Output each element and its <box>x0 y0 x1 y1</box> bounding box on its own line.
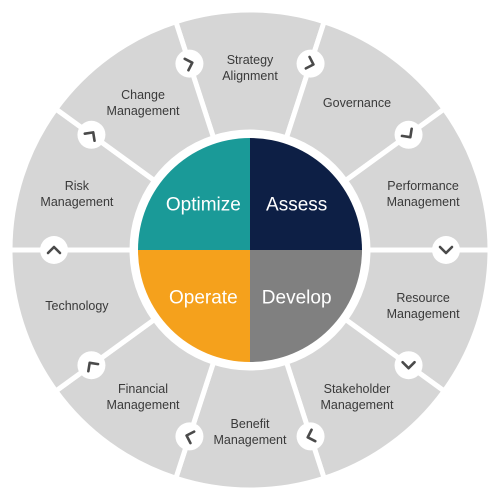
outer-ring <box>7 7 493 493</box>
ring-label-technology: Technology <box>45 299 109 313</box>
chevron-right-icon <box>296 49 325 78</box>
chevron-down-icon <box>394 351 423 380</box>
ring-label-line: Management <box>107 398 180 412</box>
ring-label-line: Alignment <box>222 69 278 83</box>
ring-label-line: Change <box>121 88 165 102</box>
ring-label-line: Stakeholder <box>324 382 391 396</box>
chevron-right-icon <box>175 49 204 78</box>
core-quadrant-develop <box>250 250 362 362</box>
chevron-up-icon <box>40 236 68 264</box>
ring-label-risk-management: Risk Management <box>40 179 113 209</box>
ring-label-strategy-alignment: Strategy Alignment <box>222 53 278 83</box>
ring-label-line: Management <box>320 398 393 412</box>
core-quadrants: Assess Develop Operate Optimize <box>138 138 362 362</box>
ring-label-line: Resource <box>396 291 450 305</box>
ring-label-line: Management <box>387 307 460 321</box>
chevron-right-icon <box>432 236 460 264</box>
ring-label-line: Performance <box>387 179 459 193</box>
chevron-right-icon <box>175 422 204 451</box>
ring-label-line: Strategy <box>227 53 274 67</box>
ring-label-benefit-management: Benefit Management <box>214 417 287 447</box>
ring-label-line: Management <box>107 104 180 118</box>
chevron-right-icon <box>296 422 325 451</box>
ring-label-resource-management: Resource Management <box>387 291 460 321</box>
core-quadrant-assess <box>250 138 362 250</box>
ring-label-line: Management <box>387 195 460 209</box>
chevron-connectors <box>40 49 460 451</box>
core-label-optimize: Optimize <box>166 194 241 215</box>
core-label-assess: Assess <box>266 194 327 215</box>
ring-label-line: Technology <box>45 299 109 313</box>
ring-label-line: Risk <box>65 179 90 193</box>
ring-label-line: Management <box>40 195 113 209</box>
ring-label-stakeholder-management: Stakeholder Management <box>320 382 393 412</box>
ring-label-line: Management <box>214 433 287 447</box>
core-quadrant-operate <box>138 250 250 362</box>
ring-label-line: Financial <box>118 382 168 396</box>
ring-label-governance: Governance <box>323 96 391 110</box>
chevron-right-icon <box>77 351 106 380</box>
ring-label-line: Benefit <box>231 417 270 431</box>
ring-label-line: Governance <box>323 96 391 110</box>
chevron-right-icon <box>394 120 423 149</box>
core-quadrant-optimize <box>138 138 250 250</box>
ring-segment-change-management <box>52 18 217 185</box>
ring-label-financial-management: Financial Management <box>107 382 180 412</box>
ring-labels: Strategy Alignment Governance Performance Ma… <box>40 53 460 447</box>
ring-label-change-management: Change Management <box>107 88 180 118</box>
ring-label-performance-management: Performance Management <box>387 179 460 209</box>
chevron-right-icon <box>77 120 106 149</box>
core-label-develop: Develop <box>262 288 332 309</box>
core-label-operate: Operate <box>169 288 238 309</box>
